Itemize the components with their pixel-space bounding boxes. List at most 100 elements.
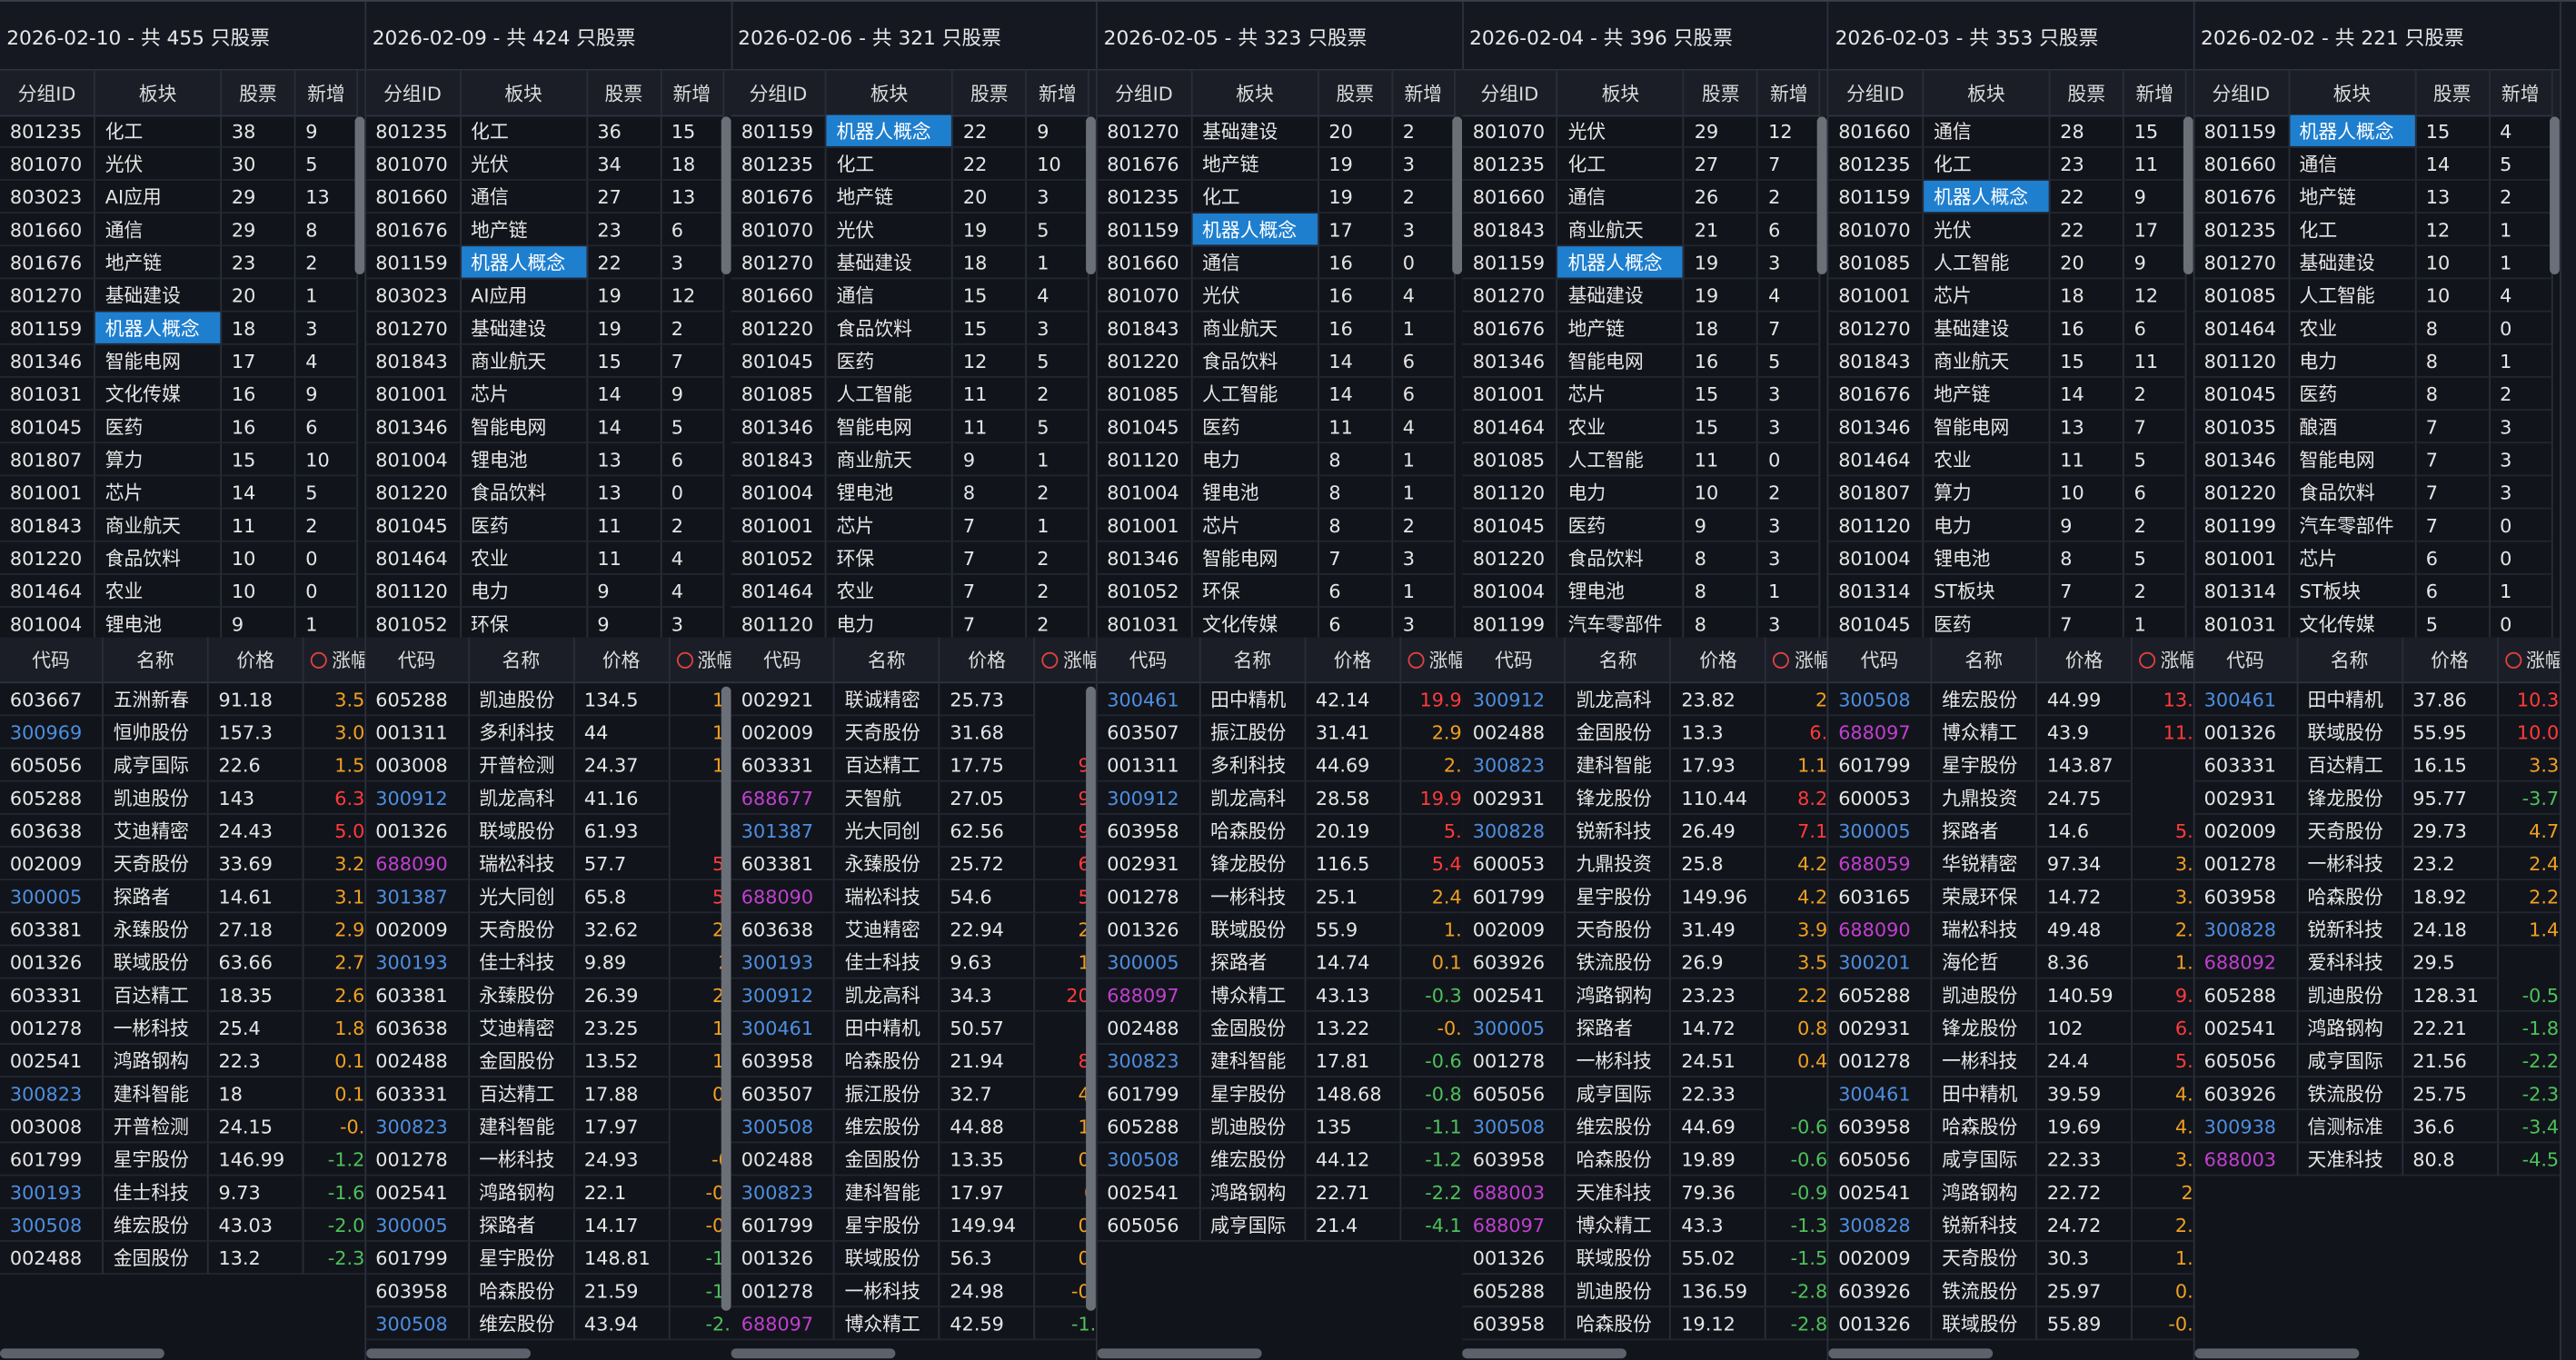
stock-row[interactable]: 002931 锋龙股份 110.44 8.2 [1462, 781, 1828, 815]
stock-row[interactable]: 603958 哈森股份 20.19 5. [1097, 814, 1462, 848]
sector-row[interactable]: 801159 机器人概念 18 3 [0, 312, 364, 345]
sector-row[interactable]: 801085 人工智能 11 2 [731, 377, 1096, 411]
sector-row[interactable]: 801270 基础建设 19 4 [1462, 279, 1827, 313]
stock-row[interactable]: 603926 铁流股份 25.75 -2.3 [2193, 1077, 2560, 1111]
stock-row[interactable]: 603381 永臻股份 27.18 2.9 [0, 913, 365, 947]
stock-row[interactable]: 603638 艾迪精密 24.43 5.0 [0, 814, 365, 848]
stock-row[interactable]: 001326 联域股份 61.93 [365, 814, 730, 848]
column-header[interactable]: 代码 [1828, 637, 1933, 684]
sector-row[interactable]: 801660 通信 15 4 [731, 279, 1096, 313]
sector-row[interactable]: 801045 医药 11 2 [365, 509, 730, 542]
stock-row[interactable]: 601799 星宇股份 148.81 -1. [365, 1241, 731, 1275]
sector-row[interactable]: 801270 基础建设 19 2 [365, 312, 730, 345]
stock-row[interactable]: 300461 田中精机 50.57 [731, 1011, 1096, 1045]
column-header[interactable]: 板块 [94, 70, 223, 117]
column-header[interactable]: 名称 [2297, 637, 2403, 684]
stock-row[interactable]: 002921 联诚精密 25.73 [731, 683, 1096, 717]
sector-row[interactable]: 801001 芯片 6 0 [2193, 541, 2559, 575]
stock-row[interactable]: 603507 振江股份 31.41 2.9 [1097, 716, 1462, 749]
column-header[interactable]: 涨幅 [2132, 637, 2193, 684]
sector-row[interactable]: 801676 地产链 23 6 [365, 213, 730, 247]
stock-row[interactable]: 300508 维宏股份 44.69 -0.6 [1462, 1110, 1828, 1144]
column-header[interactable]: 分组ID [365, 70, 462, 117]
stock-row[interactable]: 603331 百达精工 18.35 2.6 [0, 978, 365, 1012]
sector-row[interactable]: 801464 农业 11 5 [1828, 443, 2193, 477]
column-header[interactable]: 代码 [2193, 637, 2298, 684]
sector-row[interactable]: 801004 锂电池 8 2 [731, 476, 1096, 510]
sector-row[interactable]: 801045 医药 8 2 [2193, 377, 2559, 411]
column-header[interactable]: 板块 [1192, 70, 1319, 117]
sector-row[interactable]: 801660 通信 27 13 [365, 180, 730, 214]
column-header[interactable]: 代码 [365, 637, 470, 684]
sector-row[interactable]: 801270 基础建设 18 1 [731, 246, 1096, 280]
stock-row[interactable]: 603958 哈森股份 19.12 -2.8 [1462, 1307, 1828, 1341]
column-header[interactable]: 新增 [295, 70, 359, 117]
column-header[interactable]: 股票 [953, 70, 1028, 117]
sector-row[interactable]: 801346 智能电网 13 7 [1828, 410, 2193, 444]
sector-row[interactable]: 801159 机器人概念 22 3 [365, 246, 730, 280]
sector-row[interactable]: 801001 芯片 8 2 [1097, 509, 1461, 542]
column-header[interactable]: 新增 [1758, 70, 1822, 117]
column-header[interactable]: 名称 [1932, 637, 2037, 684]
column-header[interactable]: 新增 [2490, 70, 2552, 117]
stock-row[interactable]: 603926 铁流股份 26.9 3.5 [1462, 946, 1828, 979]
stock-row[interactable]: 001326 联域股份 63.66 2.7 [0, 946, 365, 979]
sector-row[interactable]: 801235 化工 22 10 [731, 147, 1096, 181]
sector-row[interactable]: 801085 人工智能 10 4 [2193, 279, 2559, 313]
column-header[interactable]: 板块 [1924, 70, 2051, 117]
sector-row[interactable]: 801676 地产链 23 2 [0, 246, 364, 280]
sector-row[interactable]: 801235 化工 12 1 [2193, 213, 2559, 247]
sector-row[interactable]: 801159 机器人概念 22 9 [731, 114, 1096, 148]
sector-row[interactable]: 801235 化工 38 9 [0, 114, 364, 148]
sector-row[interactable]: 801070 光伏 16 4 [1097, 279, 1461, 313]
column-header[interactable]: 分组ID [1828, 70, 1925, 117]
column-header[interactable]: 分组ID [0, 70, 95, 117]
sector-row[interactable]: 801120 电力 9 2 [1828, 509, 2193, 542]
stock-row[interactable]: 002541 鸿路钢构 22.72 2 [1828, 1176, 2193, 1209]
sector-row[interactable]: 801660 通信 14 5 [2193, 147, 2559, 181]
sector-row[interactable]: 801001 芯片 15 3 [1462, 377, 1827, 411]
column-header[interactable]: 涨幅 [1035, 637, 1097, 684]
column-header[interactable]: 分组ID [731, 70, 827, 117]
sector-row[interactable]: 801807 算力 10 6 [1828, 476, 2193, 510]
stock-row[interactable]: 002541 鸿路钢构 22.21 -1.8 [2193, 1011, 2560, 1045]
sector-row[interactable]: 801045 医药 12 5 [731, 344, 1096, 378]
stock-row[interactable]: 300823 建科智能 17.81 -0.6 [1097, 1044, 1462, 1078]
column-header[interactable]: 价格 [1671, 637, 1767, 684]
sector-row[interactable]: 801346 智能电网 11 5 [731, 410, 1096, 444]
sector-row[interactable]: 801045 医药 9 3 [1462, 509, 1827, 542]
stock-row[interactable]: 300828 锐新科技 24.72 2. [1828, 1208, 2193, 1242]
sector-row[interactable]: 801843 商业航天 21 6 [1462, 213, 1827, 247]
sector-row[interactable]: 801159 机器人概念 19 3 [1462, 246, 1827, 280]
stock-row[interactable]: 688097 博众精工 43.9 11. [1828, 716, 2193, 749]
stock-row[interactable]: 688090 瑞松科技 49.48 2. [1828, 913, 2193, 947]
stock-row[interactable]: 300005 探路者 14.74 0.1 [1097, 946, 1462, 979]
stock-row[interactable]: 300508 维宏股份 44.99 13. [1828, 683, 2193, 717]
sector-row[interactable]: 801660 通信 16 0 [1097, 246, 1461, 280]
stock-row[interactable]: 002009 天奇股份 33.69 3.2 [0, 847, 365, 881]
stock-row[interactable]: 002931 锋龙股份 102 6. [1828, 1011, 2193, 1045]
stock-row[interactable]: 300828 锐新科技 24.18 1.4 [2193, 913, 2560, 947]
column-header[interactable]: 股票 [1684, 70, 1759, 117]
stock-row[interactable]: 002541 鸿路钢构 22.3 0.1 [0, 1044, 365, 1078]
column-header[interactable]: 新增 [1027, 70, 1090, 117]
column-header[interactable]: 分组ID [2193, 70, 2290, 117]
sector-row[interactable]: 801843 商业航天 9 1 [731, 443, 1096, 477]
column-header[interactable]: 股票 [1318, 70, 1393, 117]
column-header[interactable]: 名称 [1200, 637, 1307, 684]
sector-row[interactable]: 801120 电力 7 2 [731, 607, 1096, 638]
stock-row[interactable]: 300912 凯龙高科 34.3 20. [731, 978, 1097, 1012]
sector-row[interactable]: 801070 光伏 30 5 [0, 147, 364, 181]
stock-row[interactable]: 300005 探路者 14.72 0.8 [1462, 1011, 1828, 1045]
sector-row[interactable]: 801676 地产链 13 2 [2193, 180, 2559, 214]
stock-row[interactable]: 002931 锋龙股份 95.77 -3.7 [2193, 781, 2560, 815]
